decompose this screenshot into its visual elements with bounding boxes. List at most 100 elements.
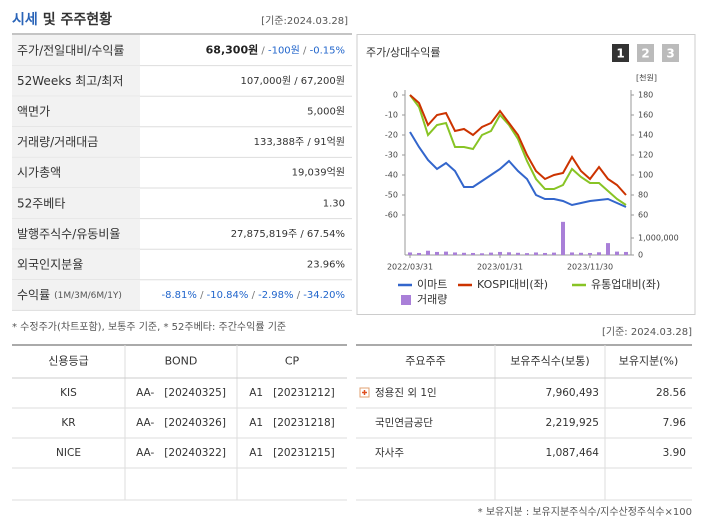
footnote: * 보유지분 : 보유지분주식수/지수산정주식수×100: [478, 506, 692, 518]
column-header: 보유주식수(보통): [510, 355, 589, 368]
volume-bar: [444, 251, 448, 255]
volume-bar: [606, 243, 610, 255]
date: [기준:2024.03.28]: [261, 15, 348, 27]
volume-bar: [462, 252, 466, 255]
cell: 국민연금공단: [375, 417, 433, 429]
y-tick-label: -40: [385, 171, 398, 180]
y-tick-label: -10: [385, 111, 398, 120]
row-value: 5,000원: [307, 106, 345, 118]
row-value: 107,000원 / 67,200원: [241, 75, 345, 87]
legend-label: 이마트: [417, 278, 447, 291]
column-header: BOND: [165, 355, 198, 368]
tab[interactable]: [662, 44, 679, 62]
tab-label[interactable]: 2: [641, 47, 649, 61]
value-part: /: [294, 290, 304, 301]
series-line: [409, 94, 627, 206]
value-part: -100원: [268, 44, 300, 56]
volume-bar: [597, 252, 601, 255]
label-cell: [12, 188, 140, 219]
row-value: 23.96%: [307, 260, 345, 271]
series-line: [409, 94, 627, 196]
row-label: 액면가: [17, 104, 50, 118]
title-main: 시세: [12, 12, 38, 28]
volume-bar: [525, 253, 529, 255]
row-value: 133,388주 / 91억원: [254, 136, 345, 148]
label-cell: [12, 65, 140, 97]
row-label: 발행주식수/유동비율: [17, 225, 120, 240]
x-tick-label: 2023/01/31: [477, 263, 523, 272]
volume-bar: [435, 251, 439, 255]
y-tick-label: -20: [385, 131, 398, 140]
label-text: 주가/전일대비/수익률: [17, 43, 124, 57]
credit-table: 신용등급 BOND CP KIS AA- [20240325] A1 [20231212]…: [12, 344, 347, 501]
label-cell: [12, 157, 140, 188]
y2-tick-label: 160: [638, 111, 653, 120]
label-cell: [12, 249, 140, 280]
legend-label: 거래량: [417, 293, 447, 306]
tab[interactable]: [637, 44, 654, 62]
volume-bar: [615, 251, 619, 255]
section-title: 시세 및 주주현황: [12, 11, 112, 28]
expand-icon-plus[interactable]: [362, 390, 367, 395]
cell: 자사주: [375, 447, 404, 459]
legend-label: 유통업대비(좌): [591, 278, 660, 291]
column-header: CP: [285, 355, 300, 368]
row-value: 1.30: [323, 198, 345, 209]
cell: A1 [20231218]: [249, 417, 335, 429]
row-label: 주가/전일대비/수익률: [17, 43, 124, 57]
cell: 3.90: [663, 447, 686, 459]
cell: KR: [61, 417, 75, 429]
y2-tick-label: 100: [638, 171, 653, 180]
row-value: 27,875,819주 / 67.54%: [231, 229, 345, 240]
value-part: /: [300, 45, 310, 56]
y2-tick-label: 60: [638, 211, 648, 220]
tab[interactable]: [612, 44, 629, 62]
value-part: /: [248, 290, 258, 301]
column-header: 주요주주: [405, 355, 445, 368]
series-line: [409, 131, 627, 208]
label-text: 발행주식수/유동비율: [17, 225, 120, 240]
chart-title: 주가/상대수익률: [366, 46, 441, 59]
volume-bar: [471, 252, 475, 255]
tab-label[interactable]: 1: [616, 47, 624, 61]
x-tick-label: 2023/11/30: [567, 263, 613, 272]
value-part: -8.81%: [162, 290, 197, 301]
chart-panel: [356, 34, 696, 315]
volume-bar: [507, 252, 511, 255]
label-text: 52주베타: [17, 196, 65, 210]
legend-swatch: [401, 295, 411, 305]
value-part: -34.20%: [303, 290, 345, 301]
volume-bar: [489, 252, 493, 255]
volume-bar: [426, 250, 430, 255]
label-cell: [12, 35, 140, 66]
cell: 28.56: [656, 387, 686, 399]
volume-bar: [588, 252, 592, 255]
label-cell: [12, 96, 140, 127]
volume-bar: [624, 251, 628, 255]
volume-bar: [534, 252, 538, 255]
volume-bar: [516, 252, 520, 255]
y-tick-label: -30: [385, 151, 398, 160]
cell: 1,087,464: [546, 447, 600, 459]
column-header: 보유지분(%): [619, 355, 679, 368]
row-label: 거래량/거래대금: [17, 135, 98, 149]
volume-bar: [480, 253, 484, 255]
label-text: 시가총액: [17, 165, 61, 179]
holders-table: 주요주주 보유주식수(보통) 보유지분(%) 정용진 외 1인 7,960,493 28.…: [356, 344, 692, 501]
value-part: -10.84%: [207, 290, 249, 301]
y-tick-label: -60: [385, 211, 398, 220]
volume-bar: [417, 252, 421, 255]
label-cell: [12, 218, 140, 250]
volume-bar: [552, 252, 556, 255]
cell: 정용진 외 1인: [375, 387, 437, 399]
y2-tick-label: 180: [638, 91, 653, 100]
tab-label[interactable]: 3: [666, 47, 674, 61]
value-part: -0.15%: [310, 45, 345, 56]
label-text: 액면가: [17, 104, 50, 118]
volume-bar: [453, 252, 457, 255]
volume-bar: [570, 252, 574, 255]
legend-label: KOSPI대비(좌): [477, 278, 548, 291]
cell: AA- [20240322]: [136, 447, 226, 459]
